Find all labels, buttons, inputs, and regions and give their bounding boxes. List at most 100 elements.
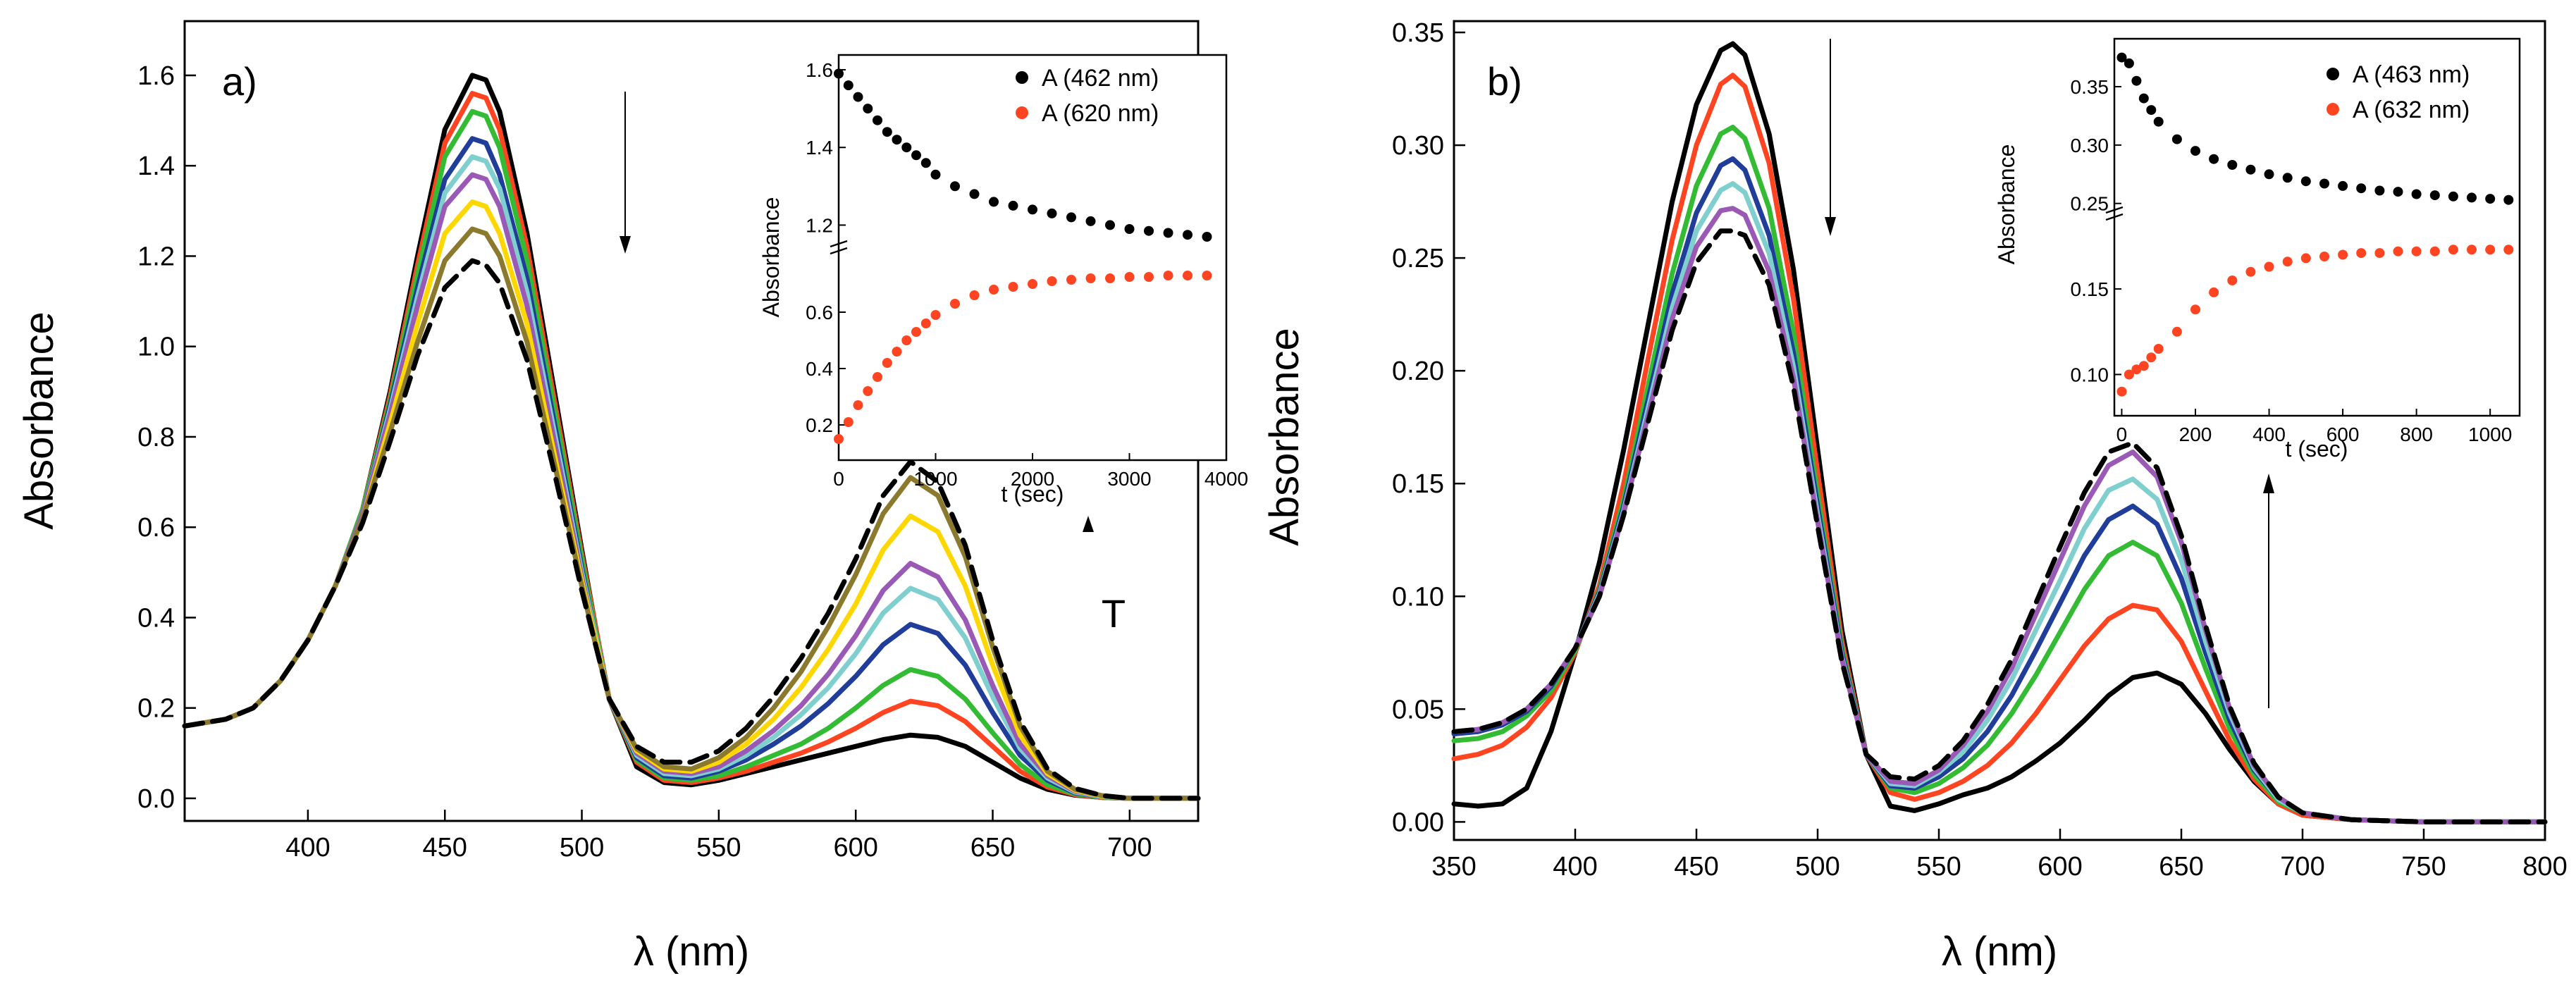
- inset-b-point: [2282, 256, 2293, 267]
- inset-a-legend-label-1: A (620 nm): [1042, 100, 1159, 127]
- inset-a-point: [1183, 271, 1193, 280]
- inset-b-point: [2124, 369, 2134, 380]
- inset-b-legend-label-1: A (632 nm): [2353, 97, 2470, 123]
- panel-b-xtick-label: 650: [2159, 852, 2203, 882]
- inset-b-ytick-label: 0.15: [2071, 278, 2109, 300]
- inset-b-point: [2146, 352, 2157, 363]
- panel-b-label: b): [1487, 59, 1522, 104]
- inset-a-point: [843, 417, 853, 427]
- panel-a-xtick-label: 400: [285, 833, 330, 863]
- inset-b-point: [2245, 164, 2256, 175]
- inset-a-point: [892, 135, 902, 145]
- inset-a-point: [1202, 271, 1212, 280]
- inset-b-point: [2171, 134, 2182, 144]
- inset-a-point: [920, 319, 931, 328]
- inset-a-point: [989, 285, 999, 295]
- inset-a-point: [863, 386, 873, 396]
- panel-b-series: [1451, 41, 2548, 824]
- inset-a-point: [1028, 204, 1037, 215]
- panel-b-xtick-label: 350: [1431, 852, 1476, 882]
- panel-a-ytick-label: 1.2: [137, 242, 175, 271]
- inset-a-ytick-label: 1.2: [806, 214, 833, 236]
- panel-b-xtick-label: 750: [2401, 852, 2446, 882]
- inset-a-point: [1047, 208, 1057, 218]
- inset-a-legend: A (462 nm) A (620 nm): [1016, 65, 1159, 127]
- inset-b-point: [2503, 245, 2514, 255]
- panel-b-series-final: [1451, 228, 2548, 824]
- inset-b-xtick-label: 0: [2116, 424, 2128, 445]
- inset-b-ytick-label: 0.30: [2071, 135, 2109, 156]
- inset-b-ylabel: Absorbance: [1994, 144, 2019, 265]
- panel-a-series-final: [182, 258, 1201, 801]
- panel-a-arrow-label: T: [1102, 591, 1126, 636]
- inset-a-point: [1008, 282, 1018, 292]
- panel-b-xtick-label: 600: [2038, 852, 2082, 882]
- inset-b-legend: A (463 nm) A (632 nm): [2327, 61, 2470, 123]
- panel-a-ytick-label: 1.6: [137, 61, 175, 91]
- panel-a-ytick-label: 0.6: [137, 513, 175, 543]
- inset-b-point: [2282, 173, 2293, 183]
- inset-b-legend-marker-0: [2327, 68, 2339, 80]
- inset-a-point: [1008, 200, 1018, 211]
- panel-b-ytick-label: 0.20: [1392, 357, 1444, 386]
- panel-a-xtick-label: 650: [970, 833, 1015, 863]
- inset-b-xtick-label: 200: [2179, 424, 2212, 445]
- inset-a-xtick-label: 1000: [913, 468, 957, 490]
- inset-b-point: [2429, 190, 2440, 201]
- inset-b-frame: [2113, 37, 2521, 417]
- panel-b-xtick-label: 700: [2280, 852, 2324, 882]
- panel-a-xtick-label: 500: [560, 833, 604, 863]
- inset-a-point: [1105, 220, 1115, 230]
- inset-b-point: [2393, 246, 2403, 256]
- panel-b-series-t0: [1451, 41, 2548, 824]
- panel-a-ytick-label: 0.4: [137, 603, 175, 633]
- inset-b-point: [2138, 93, 2149, 104]
- inset-a-point: [930, 169, 941, 180]
- inset-a-point: [834, 434, 844, 444]
- panel-b-ytick-label: 0.25: [1392, 244, 1444, 273]
- inset-b-point: [2227, 160, 2238, 170]
- panel-a-ytick-label: 1.0: [137, 333, 175, 362]
- inset-b: 0.25 0.30 0.35 0.10 0.15 0 200 400 600 800 1000 t …: [1994, 37, 2521, 462]
- panel-a-increase-arrow: [1083, 516, 1094, 532]
- inset-b-xtick-label: 400: [2253, 424, 2286, 445]
- inset-b-axis-break: [2105, 206, 2124, 221]
- inset-a-point: [834, 68, 844, 79]
- inset-b-point: [2411, 189, 2422, 199]
- inset-a-point: [1163, 271, 1173, 280]
- inset-a-point: [1028, 279, 1037, 289]
- inset-b-point: [2448, 191, 2458, 202]
- inset-b-point: [2338, 180, 2348, 191]
- inset-a-point: [950, 181, 960, 192]
- panel-a-ytick-label: 0.0: [137, 784, 175, 814]
- panel-b-xtick-label: 500: [1795, 852, 1839, 882]
- inset-b-point: [2138, 361, 2149, 371]
- panel-a: 400 450 500 550 600 650 700 0.0 0.2 0.4 0.6 0.8 1.0 1…: [16, 20, 1248, 975]
- panel-b-ytick-label: 0.15: [1392, 469, 1444, 499]
- panel-a-decrease-arrow: [620, 92, 631, 254]
- inset-b-point: [2300, 253, 2311, 264]
- inset-a-ytick-label: 0.6: [806, 302, 833, 323]
- inset-a-point: [1085, 216, 1096, 226]
- inset-a-point: [843, 80, 853, 91]
- inset-b-point: [2485, 245, 2496, 255]
- inset-b-legend-marker-1: [2327, 103, 2339, 116]
- inset-a-point: [989, 197, 999, 207]
- inset-a-point: [1047, 276, 1057, 286]
- inset-b-point: [2209, 154, 2219, 164]
- inset-a-point: [1085, 273, 1096, 283]
- panel-b: 350 400 450 500 550 600 650 700 750 800 0.00 0.05 0.…: [1262, 18, 2568, 975]
- inset-a-point: [901, 335, 912, 345]
- panel-b-frame: [1453, 20, 2546, 841]
- inset-b-point: [2356, 183, 2367, 194]
- inset-a-point: [969, 290, 980, 300]
- panel-a-xlabel: λ (nm): [634, 929, 749, 975]
- inset-a-frame: [837, 54, 1228, 462]
- inset-b-point: [2411, 246, 2422, 256]
- inset-b-xtick-label: 1000: [2468, 424, 2512, 445]
- inset-a-point: [1163, 228, 1173, 238]
- inset-a-point: [1144, 225, 1154, 236]
- inset-a-point: [873, 372, 882, 382]
- inset-a-legend-marker-1: [1016, 106, 1028, 119]
